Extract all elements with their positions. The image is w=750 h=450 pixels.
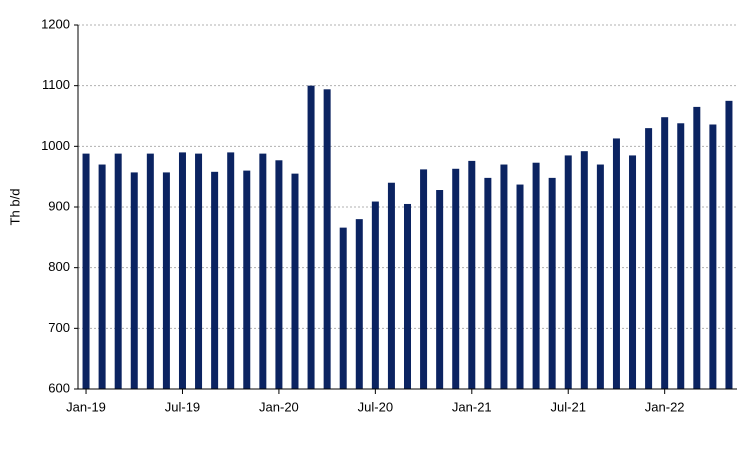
bar	[387, 182, 395, 389]
y-axis-label: Th b/d	[7, 189, 22, 226]
bar	[468, 160, 476, 389]
bar	[516, 184, 524, 389]
bar	[323, 89, 331, 389]
bar	[596, 164, 604, 389]
bar	[339, 227, 347, 389]
bar	[98, 164, 106, 389]
y-tick-label: 1100	[42, 77, 70, 92]
bar	[484, 177, 492, 389]
bar	[420, 169, 428, 389]
bar	[580, 151, 588, 389]
bar	[355, 219, 363, 389]
bar	[227, 152, 235, 389]
bar	[130, 172, 138, 389]
bar	[612, 138, 620, 389]
bar	[259, 153, 267, 389]
x-tick-label: Jan-21	[452, 399, 492, 414]
bar	[629, 155, 637, 389]
x-tick-label: Jul-20	[358, 399, 393, 414]
y-tick-label: 600	[48, 380, 70, 395]
bar	[275, 160, 283, 389]
bar	[371, 201, 379, 389]
x-tick-label: Jul-21	[551, 399, 586, 414]
bar	[243, 170, 251, 389]
bar	[436, 190, 444, 389]
bar	[645, 128, 653, 389]
bar	[146, 153, 154, 389]
bar	[114, 153, 122, 389]
y-tick-label: 700	[48, 320, 70, 335]
bar	[661, 117, 669, 390]
bar	[677, 123, 685, 389]
bar	[500, 164, 508, 389]
y-tick-label: 800	[48, 259, 70, 274]
x-tick-label: Jul-19	[165, 399, 200, 414]
y-tick-label: 900	[48, 198, 70, 213]
bar	[404, 203, 411, 389]
bar	[307, 85, 315, 390]
bar	[564, 155, 572, 389]
x-tick-label: Jan-22	[645, 399, 685, 414]
bar	[532, 162, 540, 389]
bar	[709, 124, 717, 389]
bar	[211, 171, 219, 389]
bar	[548, 177, 556, 389]
bar	[452, 168, 460, 389]
y-tick-label: 1200	[41, 16, 70, 31]
bar	[82, 153, 90, 389]
x-tick-label: Jan-19	[66, 399, 106, 414]
y-tick-label: 1000	[41, 138, 70, 153]
bar	[291, 173, 299, 389]
bar	[162, 172, 170, 389]
bar	[195, 153, 203, 389]
bar	[178, 152, 186, 389]
x-tick-label: Jan-20	[259, 399, 299, 414]
bar	[693, 106, 701, 390]
bar	[725, 100, 733, 389]
